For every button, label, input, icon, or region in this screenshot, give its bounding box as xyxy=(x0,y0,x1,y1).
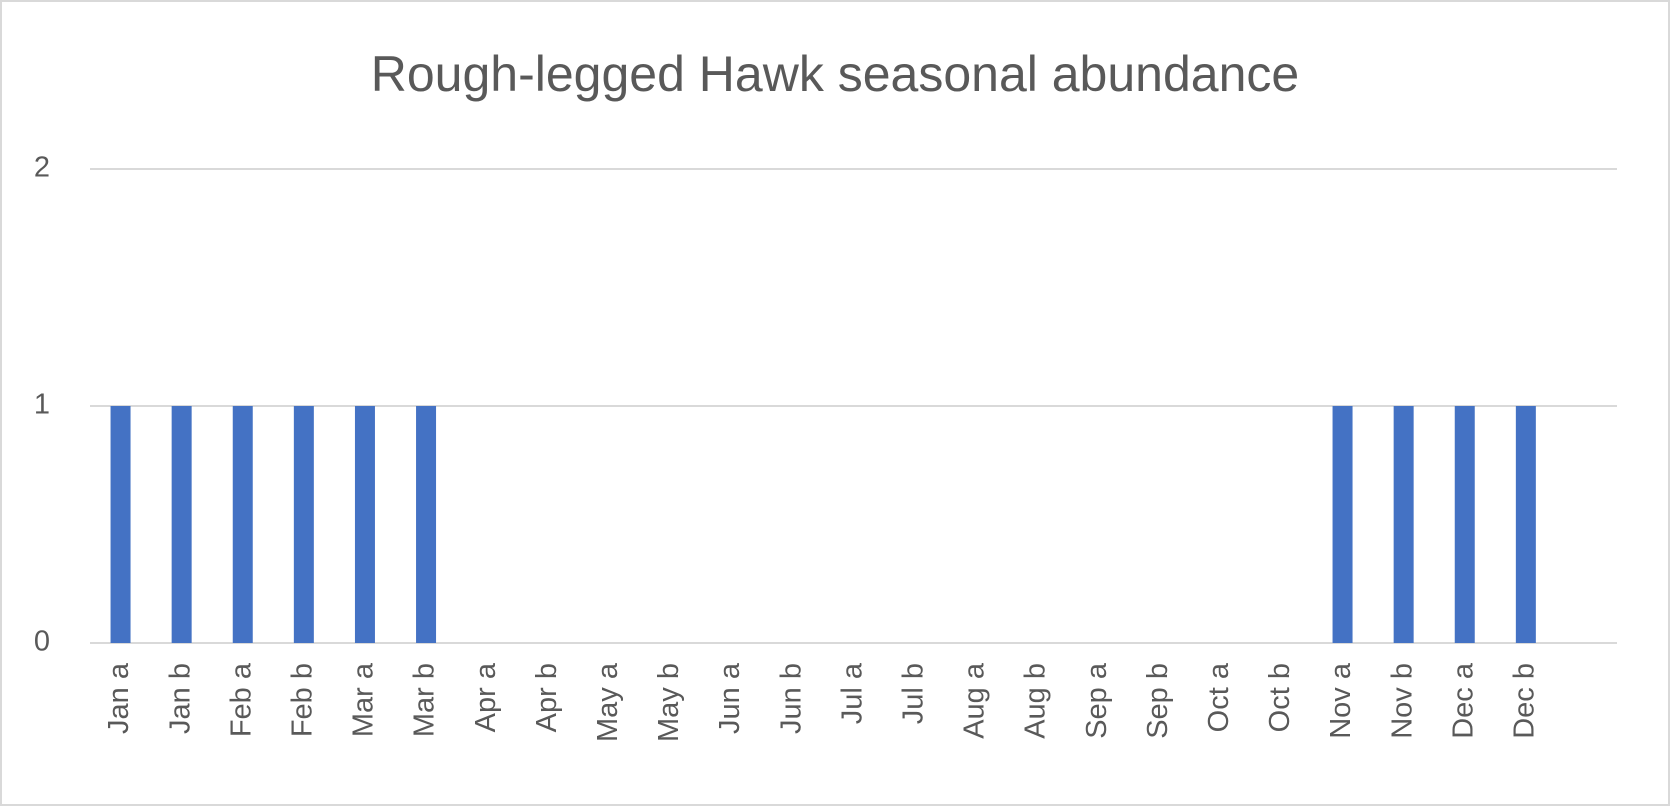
x-tick-label: Jan b xyxy=(164,663,196,734)
x-tick-label: Jul a xyxy=(836,662,868,724)
bar xyxy=(293,406,314,643)
bar xyxy=(171,406,192,643)
bar xyxy=(354,406,375,643)
bar xyxy=(1332,406,1353,643)
y-tick-label: 1 xyxy=(34,389,50,421)
bar xyxy=(110,406,131,643)
y-tick-label: 2 xyxy=(34,152,50,184)
chart-title: Rough-legged Hawk seasonal abundance xyxy=(371,46,1299,102)
x-tick-label: Mar b xyxy=(409,663,441,737)
bar xyxy=(416,406,437,643)
x-tick-label: Jul b xyxy=(898,663,930,724)
x-tick-label: Oct b xyxy=(1264,663,1296,732)
x-tick-label: Nov a xyxy=(1325,662,1357,739)
x-tick-label: Nov b xyxy=(1386,663,1418,739)
x-tick-label: Mar a xyxy=(348,662,380,737)
bar xyxy=(232,406,253,643)
x-tick-label: Aug a xyxy=(959,662,991,739)
x-tick-label: Jan a xyxy=(103,662,135,734)
x-tick-label: Jun a xyxy=(714,662,746,734)
x-tick-label: Feb b xyxy=(287,663,319,737)
y-tick-label: 0 xyxy=(34,626,50,658)
x-tick-label: May b xyxy=(653,663,685,742)
x-tick-label: Jun b xyxy=(775,663,807,734)
x-tick-label: Dec a xyxy=(1447,662,1479,739)
x-tick-label: Sep a xyxy=(1081,662,1113,739)
bar xyxy=(1515,406,1536,643)
x-tick-label: Dec b xyxy=(1509,663,1541,739)
bar xyxy=(1393,406,1414,643)
x-tick-label: Oct a xyxy=(1203,662,1235,732)
x-tick-label: Feb a xyxy=(225,662,257,737)
x-tick-label: Apr b xyxy=(531,663,563,732)
bar xyxy=(1454,406,1475,643)
x-tick-label: Apr a xyxy=(470,662,502,732)
x-tick-label: Aug b xyxy=(1020,663,1052,739)
x-tick-label: May a xyxy=(592,662,624,742)
x-tick-label: Sep b xyxy=(1142,663,1174,739)
